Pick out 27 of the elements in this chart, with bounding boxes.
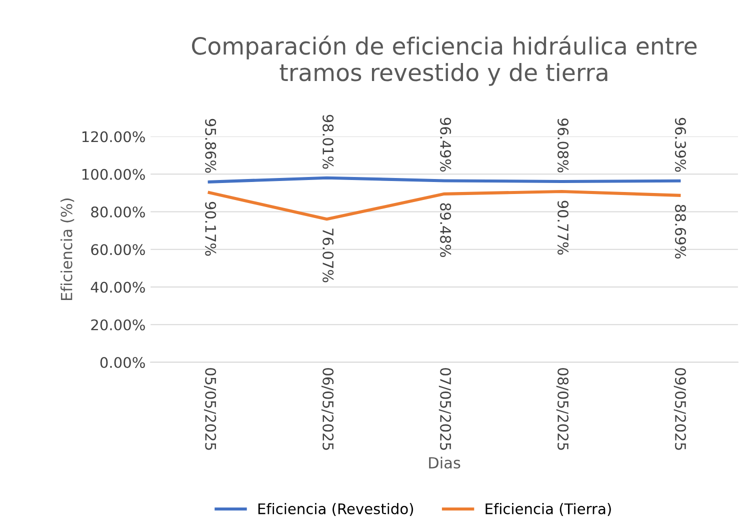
data-label: 90.17% <box>205 202 216 256</box>
data-label: 76.07% <box>322 228 334 282</box>
y-tick-label: 120.00% <box>82 131 145 142</box>
chart-title: Comparación de eficiencia hidráulica entre tramos revestido y de tierra <box>192 36 697 86</box>
x-tick-label: 06/05/2025 <box>321 368 334 450</box>
data-label: 89.48% <box>440 203 452 258</box>
y-tick-label: 40.00% <box>90 282 145 293</box>
legend-label: Eficiencia (Revestido) <box>258 503 414 516</box>
y-axis-title: Eficiencia (%) <box>60 198 74 300</box>
data-label: 88.69% <box>674 204 686 259</box>
data-label: 90.77% <box>558 200 569 255</box>
y-tick-label: 0.00% <box>100 356 145 368</box>
data-label: 96.39% <box>674 118 686 172</box>
data-label: 95.86% <box>205 118 216 173</box>
y-tick-label: 20.00% <box>91 319 145 330</box>
legend-label: Eficiencia (Tierra) <box>486 503 611 516</box>
x-axis-title: Dias <box>429 456 460 469</box>
data-label: 96.08% <box>558 118 569 172</box>
data-label: 98.01% <box>322 114 334 169</box>
y-tick-label: 100.00% <box>82 168 145 180</box>
y-tick-label: 60.00% <box>91 244 145 256</box>
x-tick-label: 09/05/2025 <box>674 368 686 450</box>
x-tick-label: 08/05/2025 <box>556 368 569 450</box>
x-tick-label: 05/05/2025 <box>204 368 216 450</box>
y-tick-label: 80.00% <box>91 206 145 218</box>
data-label: 96.49% <box>440 118 452 172</box>
x-tick-label: 07/05/2025 <box>438 368 452 450</box>
